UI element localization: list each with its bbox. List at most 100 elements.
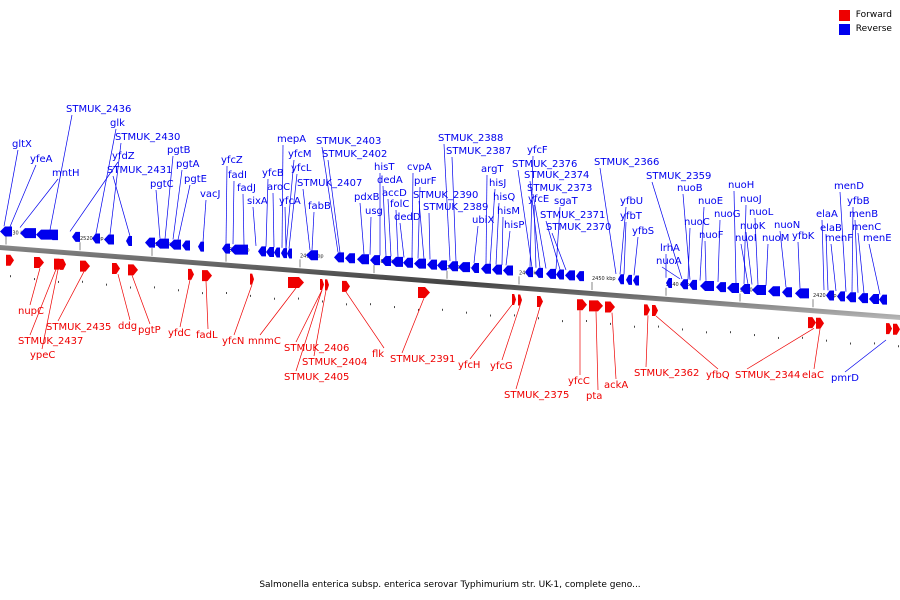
reverse-gene-label[interactable]: yfcF: [527, 145, 548, 156]
forward-gene-label[interactable]: STMUK_2405: [284, 372, 349, 383]
reverse-gene-arrow[interactable]: [716, 282, 726, 293]
reverse-gene-label[interactable]: menD: [834, 181, 864, 192]
reverse-gene-label[interactable]: yfbB: [847, 196, 870, 207]
reverse-gene-label[interactable]: STMUK_2390: [413, 190, 478, 201]
reverse-gene-label[interactable]: STMUK_2359: [646, 171, 711, 182]
forward-gene-label[interactable]: yfdC: [168, 328, 191, 339]
reverse-gene-label[interactable]: STMUK_2431: [107, 165, 172, 176]
reverse-gene-arrow[interactable]: [666, 278, 672, 289]
forward-gene-arrow[interactable]: [34, 257, 44, 269]
reverse-gene-label[interactable]: STMUK_2430: [115, 132, 180, 143]
forward-gene-label[interactable]: yfcN: [222, 336, 244, 347]
forward-gene-arrow[interactable]: [886, 323, 892, 335]
reverse-gene-arrow[interactable]: [230, 244, 248, 255]
reverse-gene-arrow[interactable]: [155, 238, 169, 249]
forward-gene-arrow[interactable]: [605, 301, 615, 313]
reverse-gene-label[interactable]: mepA: [277, 134, 306, 145]
reverse-gene-label[interactable]: argT: [481, 164, 504, 175]
reverse-gene-arrow[interactable]: [126, 236, 132, 247]
reverse-gene-arrow[interactable]: [782, 287, 792, 298]
forward-gene-label[interactable]: STMUK_2362: [634, 368, 699, 379]
reverse-gene-label[interactable]: STMUK_2373: [527, 183, 592, 194]
forward-gene-label[interactable]: flk: [372, 349, 384, 360]
reverse-gene-arrow[interactable]: [576, 271, 584, 282]
forward-gene-label[interactable]: STMUK_2435: [46, 322, 111, 333]
reverse-gene-label[interactable]: STMUK_2389: [423, 202, 488, 213]
forward-gene-label[interactable]: pta: [586, 391, 602, 402]
reverse-gene-arrow[interactable]: [381, 256, 391, 267]
reverse-gene-label[interactable]: menC: [852, 222, 881, 233]
forward-gene-arrow[interactable]: [320, 279, 324, 291]
forward-gene-label[interactable]: ackA: [604, 380, 628, 391]
forward-gene-arrow[interactable]: [60, 258, 66, 270]
forward-gene-label[interactable]: fadL: [196, 330, 218, 341]
reverse-gene-label[interactable]: hisQ: [493, 192, 515, 203]
reverse-gene-label[interactable]: yfbT: [620, 211, 643, 222]
reverse-gene-label[interactable]: STMUK_2407: [297, 178, 362, 189]
reverse-gene-arrow[interactable]: [182, 240, 190, 251]
forward-gene-arrow[interactable]: [577, 299, 587, 311]
reverse-gene-label[interactable]: nuoG: [714, 209, 741, 220]
forward-gene-arrow[interactable]: [250, 273, 254, 285]
reverse-gene-label[interactable]: menB: [849, 209, 878, 220]
reverse-gene-label[interactable]: vacJ: [200, 189, 221, 200]
reverse-gene-label[interactable]: gltX: [12, 139, 32, 150]
reverse-gene-label[interactable]: elaB: [820, 223, 842, 234]
reverse-gene-label[interactable]: sixA: [247, 196, 268, 207]
reverse-gene-label[interactable]: nuoE: [698, 196, 723, 207]
reverse-gene-arrow[interactable]: [48, 230, 58, 241]
forward-gene-arrow[interactable]: [6, 254, 14, 266]
reverse-gene-label[interactable]: yfeA: [30, 154, 53, 165]
reverse-gene-label[interactable]: purF: [414, 176, 437, 187]
reverse-gene-arrow[interactable]: [471, 262, 479, 273]
reverse-gene-arrow[interactable]: [740, 283, 750, 294]
reverse-gene-label[interactable]: cvpA: [407, 162, 432, 173]
reverse-gene-label[interactable]: fabB: [308, 201, 331, 212]
reverse-gene-label[interactable]: nuoC: [684, 217, 710, 228]
reverse-gene-arrow[interactable]: [525, 267, 533, 278]
reverse-gene-label[interactable]: yfcB: [262, 168, 284, 179]
reverse-gene-label[interactable]: yfcL: [291, 163, 312, 174]
reverse-gene-label[interactable]: nuoK: [740, 221, 766, 232]
reverse-gene-label[interactable]: mntH: [52, 168, 80, 179]
reverse-gene-label[interactable]: yfcA: [279, 196, 301, 207]
reverse-gene-label[interactable]: yfcE: [528, 194, 549, 205]
forward-gene-arrow[interactable]: [188, 268, 194, 280]
forward-gene-label[interactable]: yfcC: [568, 376, 590, 387]
reverse-gene-label[interactable]: pgtE: [184, 174, 207, 185]
reverse-gene-label[interactable]: pgtB: [167, 145, 191, 156]
reverse-gene-label[interactable]: menE: [863, 233, 892, 244]
reverse-gene-label[interactable]: nuoI: [735, 233, 757, 244]
reverse-gene-arrow[interactable]: [535, 267, 543, 278]
reverse-gene-label[interactable]: yfdZ: [112, 151, 135, 162]
reverse-gene-label[interactable]: hisJ: [489, 178, 506, 189]
reverse-gene-arrow[interactable]: [145, 237, 155, 248]
reverse-gene-label[interactable]: STMUK_2436: [66, 104, 131, 115]
forward-gene-arrow[interactable]: [325, 279, 329, 291]
reverse-gene-arrow[interactable]: [858, 293, 868, 304]
reverse-gene-arrow[interactable]: [258, 246, 266, 257]
forward-gene-label[interactable]: nupC: [18, 306, 44, 317]
reverse-gene-arrow[interactable]: [680, 279, 688, 290]
forward-gene-label[interactable]: yfbQ: [706, 370, 730, 381]
forward-gene-arrow[interactable]: [808, 317, 816, 329]
reverse-gene-arrow[interactable]: [826, 290, 834, 301]
reverse-gene-arrow[interactable]: [391, 256, 403, 267]
reverse-gene-arrow[interactable]: [92, 233, 100, 244]
reverse-gene-arrow[interactable]: [633, 275, 639, 286]
forward-gene-arrow[interactable]: [518, 294, 522, 306]
reverse-gene-arrow[interactable]: [869, 293, 879, 304]
reverse-gene-arrow[interactable]: [768, 286, 780, 297]
reverse-gene-arrow[interactable]: [414, 258, 426, 269]
reverse-gene-label[interactable]: elaA: [816, 209, 838, 220]
reverse-gene-label[interactable]: sgaT: [554, 196, 579, 207]
reverse-gene-label[interactable]: pmrD: [831, 373, 859, 384]
reverse-gene-arrow[interactable]: [345, 253, 355, 264]
reverse-gene-label[interactable]: yfbK: [792, 231, 815, 242]
forward-gene-arrow[interactable]: [537, 296, 543, 307]
reverse-gene-label[interactable]: nuoL: [749, 207, 774, 218]
reverse-gene-arrow[interactable]: [274, 247, 280, 258]
forward-gene-arrow[interactable]: [893, 323, 900, 335]
reverse-gene-label[interactable]: hisM: [497, 206, 520, 217]
forward-gene-label[interactable]: ypeC: [30, 350, 55, 361]
